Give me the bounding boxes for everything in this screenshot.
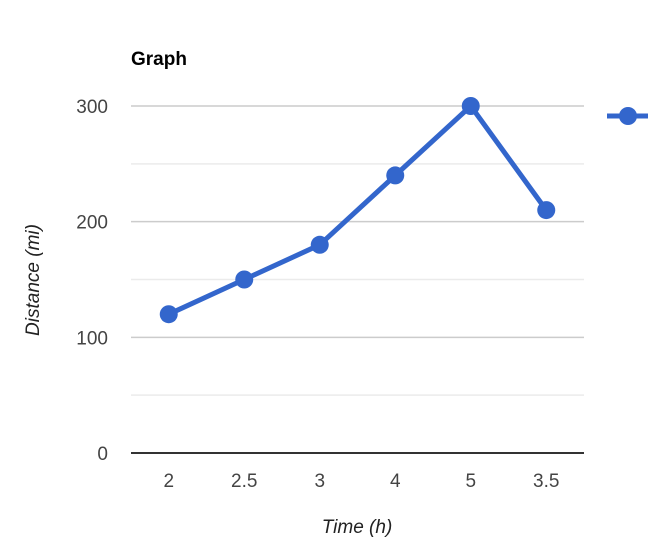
legend bbox=[607, 107, 648, 125]
gridlines bbox=[131, 105, 584, 396]
data-point bbox=[537, 201, 556, 220]
x-tick-label: 2 bbox=[163, 471, 174, 492]
series-group bbox=[159, 97, 556, 324]
data-point bbox=[235, 270, 254, 289]
y-tick-label: 200 bbox=[76, 213, 108, 234]
y-tick-label: 300 bbox=[76, 97, 108, 118]
legend-marker bbox=[619, 107, 637, 125]
x-tick-label: 3 bbox=[314, 471, 325, 492]
x-tick-label: 3.5 bbox=[533, 471, 559, 492]
data-point bbox=[461, 97, 480, 115]
x-axis-label: Time (h) bbox=[322, 517, 393, 538]
y-axis-label: Distance (mi) bbox=[23, 224, 44, 336]
x-axis-ticks: 2 2.5 3 4 5 3.5 bbox=[163, 471, 559, 492]
data-point bbox=[386, 166, 405, 185]
x-tick-label: 2.5 bbox=[231, 471, 257, 492]
data-point bbox=[310, 235, 329, 254]
data-point bbox=[159, 305, 178, 324]
y-axis-ticks: 0 100 200 300 bbox=[76, 97, 108, 465]
y-tick-label: 0 bbox=[97, 444, 108, 465]
chart-title: Graph bbox=[131, 49, 187, 70]
x-tick-label: 5 bbox=[465, 471, 476, 492]
series-line bbox=[166, 103, 549, 317]
y-tick-label: 100 bbox=[76, 328, 108, 349]
x-tick-label: 4 bbox=[390, 471, 401, 492]
